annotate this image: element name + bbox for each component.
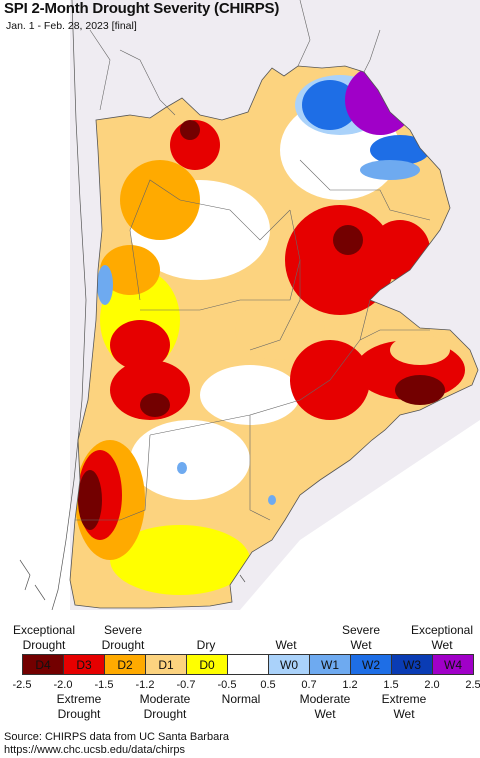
legend-tick: 1.5	[383, 679, 399, 691]
islands	[19, 559, 246, 601]
legend-tick: -2.5	[12, 679, 32, 691]
legend-tick: 2.5	[465, 679, 480, 691]
chile-coast	[51, 0, 87, 610]
legend-swatch-w2: W2	[350, 654, 392, 675]
legend-tick: 2.0	[424, 679, 440, 691]
source-url: https://www.chc.ucsb.edu/data/chirps	[4, 744, 185, 756]
legend-tick: -1.2	[135, 679, 155, 691]
legend-swatch-d0: D0	[186, 654, 228, 675]
legend-swatch-d1: D1	[145, 654, 187, 675]
legend-tick: 1.2	[342, 679, 358, 691]
legend-label-normal: Normal	[221, 692, 261, 706]
drought-field	[70, 66, 478, 608]
legend-label-severe-wet: Severe Wet	[341, 623, 381, 652]
source-line: Source: CHIRPS data from UC Santa Barbar…	[4, 731, 229, 743]
legend-label-exceptional-drought: Exceptional Drought	[12, 623, 76, 652]
source-note: Source: CHIRPS data from UC Santa Barbar…	[4, 731, 229, 757]
drought-map	[0, 0, 480, 610]
legend-swatch-d3: D3	[63, 654, 105, 675]
internal-boundaries	[75, 0, 431, 521]
legend-label-extreme-wet: Extreme Wet	[381, 692, 427, 721]
legend-label-moderate-drought: Moderate Drought	[139, 692, 191, 721]
legend-tick: 0.5	[260, 679, 276, 691]
map-title: SPI 2-Month Drought Severity (CHIRPS)	[4, 0, 280, 17]
legend-tick: -1.5	[94, 679, 114, 691]
legend-swatch-d4: D4	[22, 654, 64, 675]
legend-swatch-d2: D2	[104, 654, 146, 675]
ocean-west	[0, 0, 70, 610]
legend-label-moderate-wet: Moderate Wet	[299, 692, 351, 721]
legend-swatch-normal	[227, 654, 269, 675]
map-subtitle: Jan. 1 - Feb. 28, 2023 [final]	[6, 20, 137, 32]
legend-tick: 0.7	[301, 679, 317, 691]
legend-tick: -0.7	[176, 679, 196, 691]
legend-swatch-w3: W3	[391, 654, 433, 675]
legend-swatch-w4: W4	[432, 654, 474, 675]
ocean-east	[240, 420, 480, 610]
legend-label-extreme-drought: Extreme Drought	[56, 692, 102, 721]
legend-label-severe-drought: Severe Drought	[101, 623, 145, 652]
legend-swatch-w1: W1	[309, 654, 351, 675]
legend-label-exceptional-wet: Exceptional Wet	[410, 623, 474, 652]
legend-tick: -2.0	[53, 679, 73, 691]
land-outline	[69, 65, 479, 609]
legend-label-dry: Dry	[196, 638, 216, 652]
legend-swatch-w0: W0	[268, 654, 310, 675]
legend-tick: -0.5	[217, 679, 237, 691]
legend-label-wet: Wet	[275, 638, 297, 652]
